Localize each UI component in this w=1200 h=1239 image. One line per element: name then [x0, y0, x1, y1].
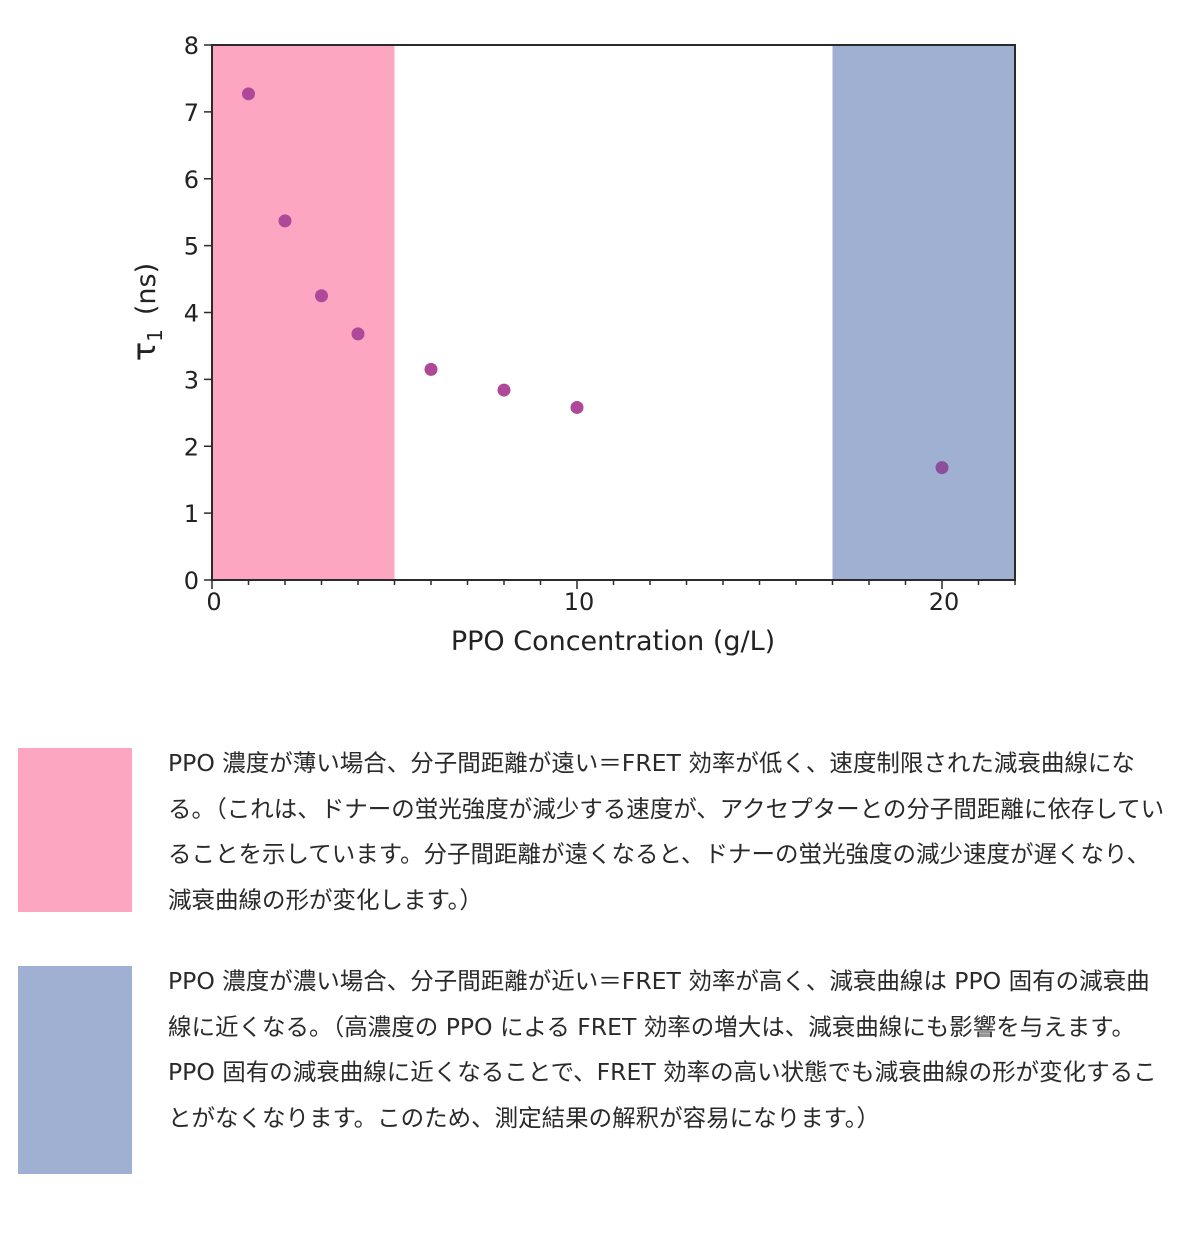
legend-text-low-concentration: PPO 濃度が薄い場合、分子間距離が遠い＝FRET 効率が低く、速度制限された減…: [168, 749, 1165, 914]
y-tick-label: 1: [184, 500, 199, 528]
y-axis-title-unit: (ns): [131, 263, 162, 315]
y-tick-label: 5: [184, 233, 199, 261]
y-tick-label: 7: [184, 99, 199, 127]
y-axis-title-symbol: τ: [125, 342, 163, 361]
y-tick-label: 0: [184, 567, 199, 595]
shaded-regions: [212, 45, 1015, 580]
legend-swatch-pink: [18, 748, 132, 912]
y-tick-label: 2: [184, 433, 199, 461]
shaded-region-0: [212, 45, 395, 580]
x-axis-title: PPO Concentration (g/L): [451, 626, 775, 657]
legend-text-high-concentration: PPO 濃度が濃い場合、分子間距離が近い＝FRET 効率が高く、減衰曲線は PP…: [168, 967, 1157, 1132]
data-point: [570, 400, 584, 414]
x-tick-label: 10: [564, 588, 595, 616]
legend-item-low-concentration: PPO 濃度が薄い場合、分子間距離が遠い＝FRET 効率が低く、速度制限された減…: [18, 748, 1178, 914]
x-tick-label: 0: [206, 588, 221, 616]
y-tick-label: 4: [184, 300, 199, 328]
y-tick-label: 3: [184, 366, 199, 394]
y-axis: 0 1 2 3 4 5 6 7 8: [184, 32, 212, 595]
svg-text:τ1(ns): τ1 (ns): [125, 263, 167, 361]
y-tick-label: 6: [184, 166, 199, 194]
data-point: [315, 289, 328, 303]
legend-swatch-blue: [18, 966, 132, 1174]
legend-item-high-concentration: PPO 濃度が濃い場合、分子間距離が近い＝FRET 効率が高く、減衰曲線は PP…: [18, 966, 1178, 1176]
y-axis-title: τ1 (ns): [125, 263, 167, 361]
x-axis: 0 10 20: [206, 580, 1016, 616]
x-tick-label: 20: [929, 588, 960, 616]
data-point: [242, 87, 255, 101]
data-point: [497, 383, 511, 397]
y-tick-label: 8: [184, 32, 199, 60]
shaded-region-1: [832, 45, 1015, 580]
y-axis-title-subscript: 1: [143, 329, 167, 342]
data-point: [351, 327, 365, 341]
data-point: [935, 461, 949, 475]
data-point: [278, 214, 292, 228]
data-points: [242, 87, 949, 475]
data-point: [424, 362, 438, 376]
